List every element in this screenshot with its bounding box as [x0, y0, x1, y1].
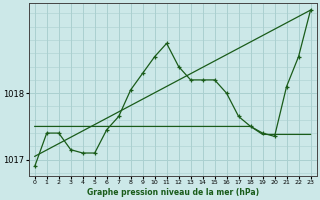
X-axis label: Graphe pression niveau de la mer (hPa): Graphe pression niveau de la mer (hPa) — [87, 188, 259, 197]
